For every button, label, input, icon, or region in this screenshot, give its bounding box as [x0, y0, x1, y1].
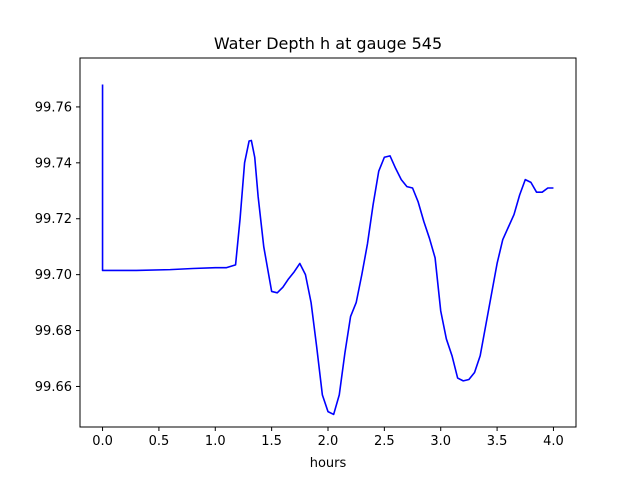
y-axis: 99.66 99.68 99.70 99.72 99.74 99.76 [35, 100, 80, 395]
y-tick-label: 99.66 [35, 380, 72, 395]
x-tick-label: 1.5 [261, 434, 282, 449]
x-tick-label: 4.0 [543, 434, 564, 449]
x-axis-label: hours [310, 456, 347, 471]
x-tick-label: 0.5 [149, 434, 170, 449]
x-tick-label: 2.5 [374, 434, 395, 449]
series-line-0 [101, 84, 554, 416]
chart-title: Water Depth h at gauge 545 [214, 34, 442, 53]
x-axis: 0.0 0.5 1.0 1.5 2.0 2.5 3.0 3.5 4.0 [92, 427, 564, 449]
y-tick-label: 99.74 [35, 156, 72, 171]
y-tick-label: 99.72 [35, 212, 72, 227]
x-tick-label: 3.5 [487, 434, 508, 449]
y-tick-label: 99.76 [35, 100, 72, 115]
x-tick-label: 0.0 [92, 434, 113, 449]
y-tick-label: 99.68 [35, 324, 72, 339]
x-tick-label: 2.0 [318, 434, 339, 449]
x-tick-label: 3.0 [430, 434, 451, 449]
y-tick-label: 99.70 [35, 268, 72, 283]
x-tick-label: 1.0 [205, 434, 226, 449]
